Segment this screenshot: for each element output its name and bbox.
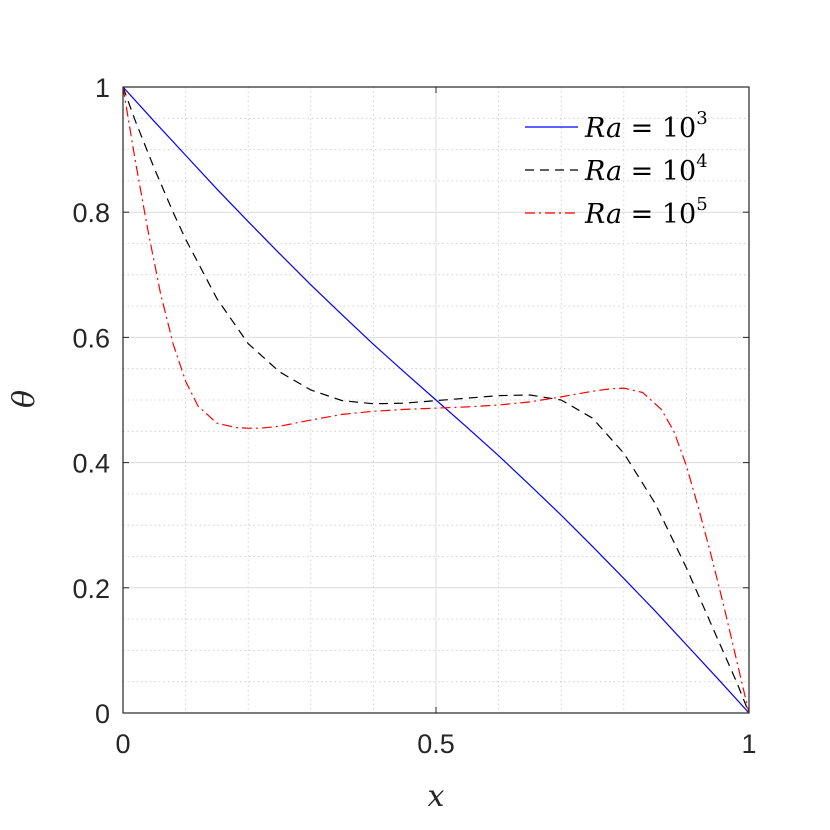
y-tick-label: 0.2: [72, 574, 110, 604]
y-tick-label: 0.8: [72, 198, 110, 228]
y-tick-label: 1: [95, 73, 110, 103]
legend-label-3: Ra = 105: [584, 194, 708, 230]
x-axis-label: x: [428, 779, 445, 814]
legend-label-1: Ra = 103: [584, 108, 708, 144]
y-axis-label: θ: [7, 390, 42, 408]
series-line-3: [122, 86, 750, 714]
y-tick-label: 0: [95, 699, 110, 729]
axis-ticks: [122, 86, 750, 714]
x-tick-label: 0: [115, 729, 130, 759]
series-line-2: [122, 86, 750, 714]
series-layer: [122, 86, 750, 714]
y-tick-label: 0.4: [72, 449, 110, 479]
minor-grid: [123, 87, 749, 713]
series-line-1: [122, 86, 750, 714]
legend: Ra = 103 Ra = 104 Ra = 105: [525, 108, 708, 230]
x-tick-label: 0.5: [417, 729, 455, 759]
y-tick-label: 0.6: [72, 323, 110, 353]
tick-labels: 0 0.5 1 0 0.2 0.4 0.6 0.8 1: [72, 73, 756, 759]
x-tick-label: 1: [741, 729, 756, 759]
legend-label-2: Ra = 104: [584, 151, 708, 187]
